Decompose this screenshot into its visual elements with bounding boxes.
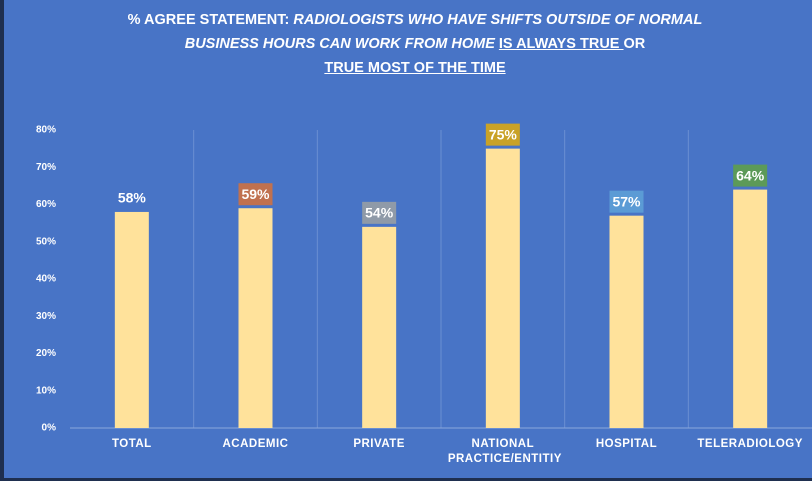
title-segment: % AGREE STATEMENT: [127, 12, 294, 28]
data-label-box [609, 190, 644, 213]
data-label: 58% [118, 190, 147, 206]
x-tick-label: NATIONAL PRACTICE/ENTITIY [447, 438, 562, 465]
data-label: 54% [365, 205, 394, 221]
x-tick-label: TOTAL [111, 438, 152, 450]
y-tick-label: 0% [42, 423, 57, 434]
plot: 0% 10% 20% 30% 40% 50% 60% 70% 80% 58% 59% 54% 75% 57… [36, 123, 812, 434]
y-tick-label: 30% [36, 311, 56, 322]
x-tick-label: TELERADIOLOGY [697, 438, 803, 450]
y-tick-label: 10% [36, 385, 56, 396]
bar [609, 215, 644, 428]
y-tick-label: 50% [36, 236, 56, 247]
y-tick-label: 60% [36, 199, 56, 210]
y-tick-label: 80% [36, 125, 56, 136]
data-label-box [238, 183, 273, 206]
data-label: 64% [736, 167, 765, 183]
title-segment: TRUE MOST OF THE TIME [324, 60, 506, 76]
data-label: 75% [489, 126, 518, 142]
bar [733, 189, 768, 428]
bar [485, 148, 520, 428]
title-segment: IS ALWAYS TRUE [498, 36, 624, 52]
y-tick-label: 70% [36, 162, 56, 173]
y-tick-label: 20% [36, 348, 56, 359]
title-segment: RADIOLOGISTS WHO HAVE SHIFTS OUTSIDE OF … [184, 12, 703, 52]
data-label: 57% [612, 193, 641, 209]
x-tick-label: PRIVATE [353, 438, 405, 450]
bar [362, 226, 397, 428]
x-tick-label: HOSPITAL [595, 438, 658, 450]
bar [114, 211, 149, 428]
data-label-box [733, 164, 768, 187]
data-label-box [485, 123, 520, 146]
data-label-box [362, 201, 397, 224]
title-segment: OR [623, 36, 646, 52]
x-tick-label: ACADEMIC [222, 438, 289, 450]
data-label: 59% [241, 186, 270, 202]
chart-title: % AGREE STATEMENT: RADIOLOGISTS WHO HAVE… [110, 8, 720, 80]
y-tick-label: 40% [36, 274, 56, 285]
bar [238, 208, 273, 428]
